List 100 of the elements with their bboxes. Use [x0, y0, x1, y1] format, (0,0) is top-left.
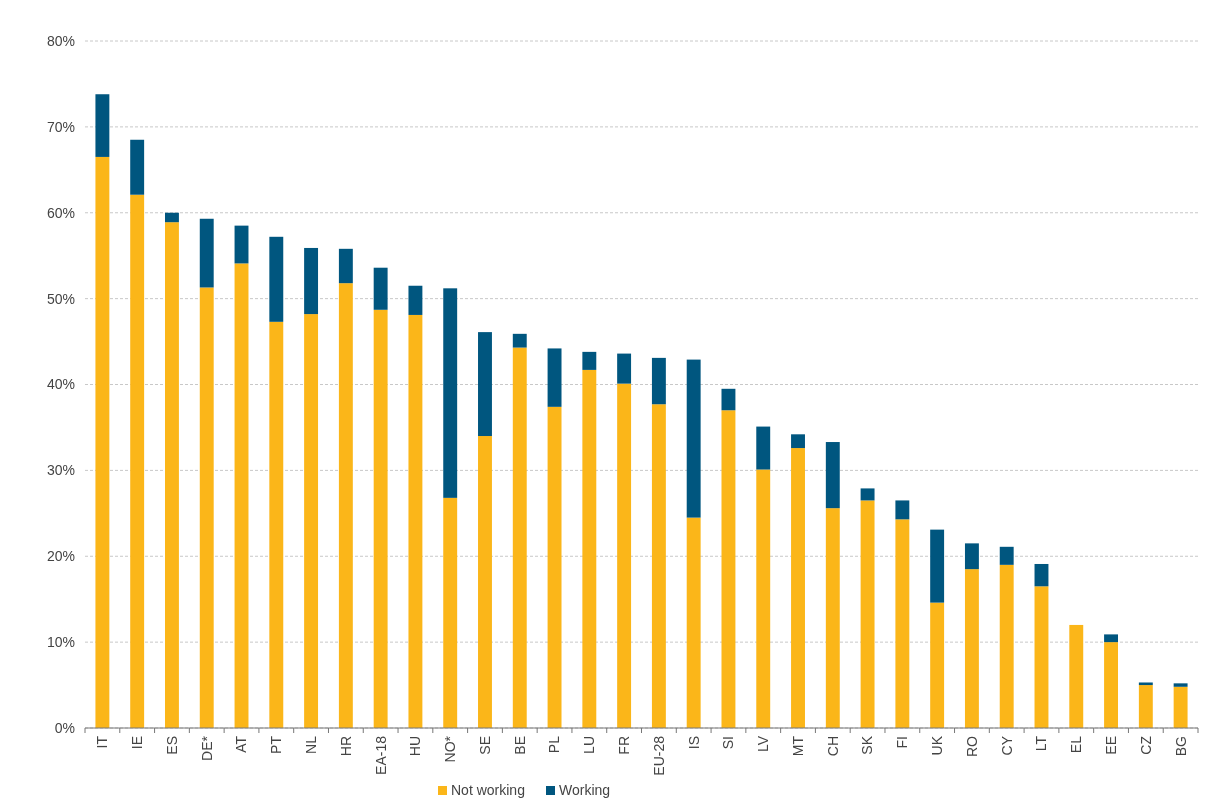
- bar: [512, 333, 527, 348]
- y-tick-label: 20%: [46, 548, 75, 565]
- x-tick-label: DE*: [198, 735, 215, 761]
- bar: [1104, 634, 1118, 643]
- bar: [860, 488, 875, 501]
- x-tick-label: BG: [1172, 736, 1189, 757]
- bar: [930, 602, 945, 728]
- x-tick-label: LU: [581, 736, 598, 754]
- x-tick-label: SE: [476, 736, 493, 755]
- bar: [1173, 686, 1188, 728]
- bar: [1138, 682, 1153, 686]
- bar: [964, 543, 979, 570]
- bar: [443, 288, 458, 498]
- x-tick-label: LV: [755, 735, 772, 753]
- x-tick-label: RO: [963, 735, 980, 757]
- y-tick-label: 0%: [54, 719, 75, 736]
- x-tick-label: LT: [1033, 735, 1050, 752]
- bar: [478, 332, 492, 437]
- bar: [721, 388, 736, 411]
- bar: [269, 321, 284, 728]
- bar: [860, 500, 875, 728]
- bar: [1104, 642, 1118, 728]
- x-tick-label: IE: [129, 736, 146, 750]
- y-tick-label: 30%: [46, 462, 75, 479]
- bar: [617, 353, 632, 384]
- x-tick-label: EE: [1102, 736, 1119, 755]
- bar: [756, 426, 771, 470]
- bar: [304, 247, 319, 315]
- bar: [95, 94, 110, 157]
- bar: [617, 383, 632, 728]
- y-tick-label: 10%: [46, 634, 75, 651]
- x-tick-label: HU: [407, 736, 424, 757]
- bar: [1069, 624, 1084, 728]
- bar: [199, 218, 214, 288]
- bar: [478, 436, 492, 728]
- bar: [1173, 683, 1188, 687]
- x-tick-label: CY: [998, 735, 1015, 756]
- bar: [930, 529, 945, 603]
- bar: [582, 369, 597, 728]
- x-tick-label: NO*: [442, 735, 459, 763]
- bar: [95, 156, 110, 728]
- bar: [999, 546, 1014, 565]
- bar: [1138, 685, 1153, 728]
- bar: [199, 287, 214, 728]
- bar: [408, 314, 423, 728]
- y-tick-label: 50%: [46, 290, 75, 307]
- bar: [234, 225, 249, 264]
- x-tick-label: CH: [824, 736, 841, 757]
- bar: [1034, 586, 1049, 728]
- bar: [338, 283, 353, 728]
- x-tick-label: IT: [94, 735, 111, 749]
- x-tick-label: MT: [789, 735, 806, 757]
- x-tick-label: NL: [302, 735, 319, 754]
- bar: [234, 263, 249, 728]
- bar: [999, 564, 1014, 728]
- bar: [512, 347, 527, 728]
- bar: [547, 348, 562, 407]
- legend-label: Not working: [451, 782, 525, 798]
- bar: [269, 236, 284, 322]
- bar: [165, 212, 179, 223]
- bar: [582, 351, 597, 370]
- x-tick-label: ES: [163, 736, 180, 755]
- bar: [825, 508, 840, 728]
- x-tick-label: EA-18: [372, 735, 389, 775]
- x-tick-label: EL: [1068, 735, 1085, 754]
- bar: [791, 434, 805, 449]
- bar: [130, 194, 145, 728]
- bar: [304, 314, 319, 728]
- x-tick-label: CZ: [1137, 735, 1154, 755]
- bar: [1034, 563, 1049, 587]
- x-tick-label: SI: [720, 736, 737, 750]
- bar: [547, 406, 562, 728]
- bar: [686, 517, 701, 728]
- x-tick-label: FI: [894, 736, 911, 749]
- y-tick-label: 60%: [46, 204, 75, 221]
- bar: [895, 500, 910, 520]
- bar: [373, 267, 388, 310]
- bar: [408, 285, 423, 315]
- y-tick-label: 80%: [46, 32, 75, 49]
- x-tick-label: BE: [511, 736, 528, 755]
- bar: [130, 139, 145, 195]
- x-tick-label: SK: [859, 735, 876, 755]
- x-tick-label: UK: [929, 735, 946, 756]
- bar: [651, 404, 666, 728]
- bar: [825, 442, 840, 509]
- x-tick-label: HR: [337, 736, 354, 757]
- bar: [895, 519, 910, 728]
- x-tick-label: EU-28: [650, 735, 667, 776]
- bar: [338, 248, 353, 284]
- legend-label: Working: [559, 782, 611, 798]
- x-tick-label: FR: [616, 736, 633, 755]
- bar: [165, 222, 179, 728]
- y-tick-label: 70%: [46, 118, 75, 135]
- x-tick-label: PT: [268, 735, 285, 754]
- x-tick-label: IS: [685, 736, 702, 750]
- y-tick-label: 40%: [46, 376, 75, 393]
- bar: [686, 359, 701, 518]
- bar: [964, 569, 979, 728]
- x-tick-label: PL: [546, 735, 563, 754]
- bar: [791, 448, 805, 728]
